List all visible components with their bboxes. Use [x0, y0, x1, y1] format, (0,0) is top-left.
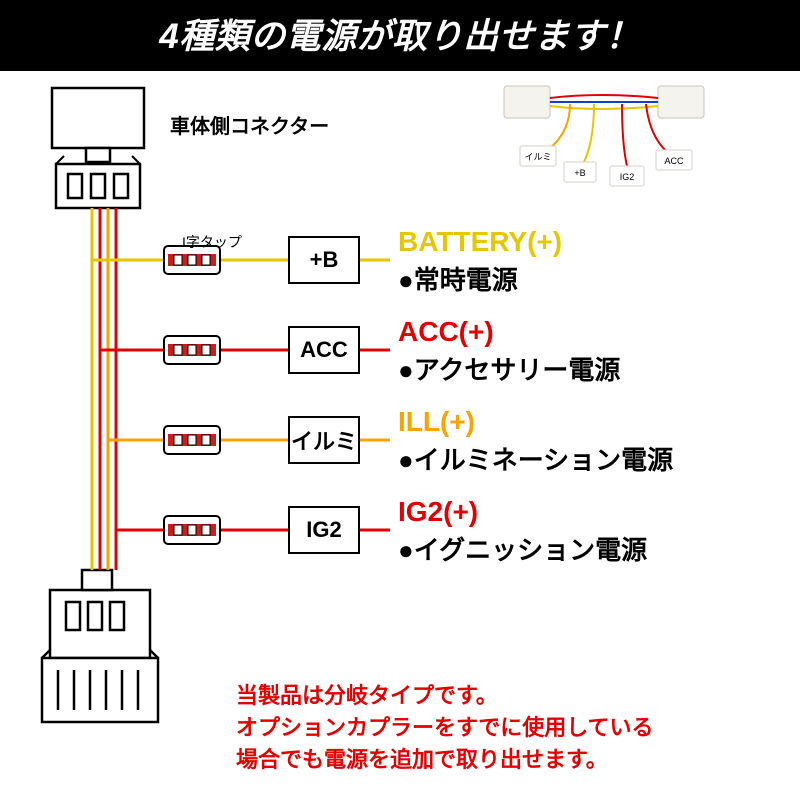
connector-label: 車体側コネクター [170, 110, 329, 139]
bottom-connector [42, 570, 158, 722]
header-title: 4種類の電源が取り出せます！ [159, 17, 640, 56]
row-heading-ig2: IG2(+) [398, 496, 478, 528]
note-line-3: 場合でも電源を追加で取り出せます。 [236, 744, 654, 776]
row-heading-battery: BATTERY(+) [398, 226, 562, 258]
note-line-2: オプションカプラーをすでに使用している [236, 712, 654, 744]
product-photo: イルミ +B IG2 ACC [492, 76, 704, 196]
tap-label: I字タップ [182, 232, 242, 252]
svg-text:+B: +B [574, 168, 585, 178]
branch-wires [92, 246, 390, 544]
top-connector [52, 88, 144, 208]
svg-text:IG2: IG2 [620, 172, 635, 182]
row-sub-battery: ●常時電源 [398, 260, 518, 297]
trunk-wires [92, 208, 116, 570]
row-heading-ill: ILL(+) [398, 406, 475, 438]
row-sub-ill: ●イルミネーション電源 [398, 440, 673, 477]
row-sub-acc: ●アクセサリー電源 [398, 350, 620, 387]
tag-box-battery: +B [288, 236, 360, 284]
tag-box-ig2: IG2 [288, 506, 360, 554]
tag-box-acc: ACC [288, 326, 360, 374]
i-tap-icon [164, 336, 220, 364]
header-banner: 4種類の電源が取り出せます！ [0, 0, 800, 71]
row-sub-ig2: ●イグニッション電源 [398, 530, 647, 567]
footer-note: 当製品は分岐タイプです。 オプションカプラーをすでに使用している 場合でも電源を… [236, 680, 654, 776]
note-line-1: 当製品は分岐タイプです。 [236, 680, 654, 712]
svg-text:ACC: ACC [664, 156, 684, 166]
tag-box-ill: イルミ [288, 416, 360, 464]
svg-text:イルミ: イルミ [524, 152, 551, 162]
row-heading-acc: ACC(+) [398, 316, 494, 348]
i-tap-icon [164, 426, 220, 454]
i-tap-icon [164, 516, 220, 544]
